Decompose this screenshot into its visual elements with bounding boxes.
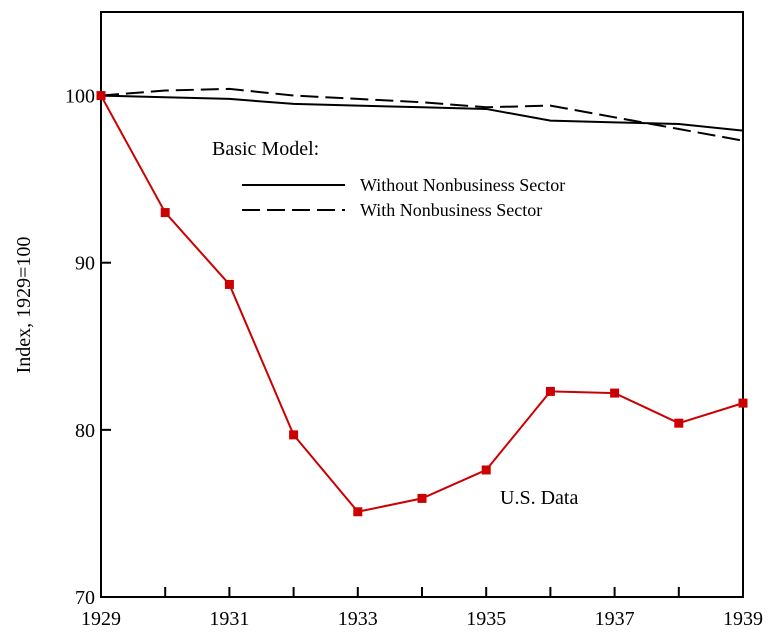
series-line — [100, 95, 744, 513]
x-tick-label: 1933 — [338, 608, 378, 630]
marker — [160, 208, 170, 218]
y-tick-label: 70 — [75, 587, 95, 609]
y-tick-label: 100 — [65, 86, 95, 108]
y-tick-label: 80 — [75, 420, 95, 442]
x-tick-label: 1937 — [595, 608, 635, 630]
series-line — [100, 94, 744, 132]
marker — [738, 398, 748, 408]
y-tick-label: 90 — [75, 253, 95, 275]
marker — [353, 507, 363, 517]
marker — [481, 465, 491, 475]
x-tick-label: 1935 — [466, 608, 506, 630]
marker — [545, 386, 555, 396]
marker — [96, 91, 106, 101]
x-tick-label: 1929 — [81, 608, 121, 630]
x-tick-label: 1931 — [209, 608, 249, 630]
x-tick-label: 1939 — [723, 608, 763, 630]
y-axis-label: Index, 1929=100 — [13, 237, 35, 374]
marker — [224, 279, 234, 289]
marker — [289, 430, 299, 440]
series-line — [100, 87, 744, 142]
annotation: U.S. Data — [500, 487, 578, 509]
legend-label: Without Nonbusiness Sector — [360, 175, 565, 195]
marker — [674, 418, 684, 428]
plot-frame — [100, 11, 744, 598]
marker — [417, 493, 427, 503]
legend-title: Basic Model: — [212, 138, 319, 160]
legend-label: With Nonbusiness Sector — [360, 200, 542, 220]
marker — [610, 388, 620, 398]
